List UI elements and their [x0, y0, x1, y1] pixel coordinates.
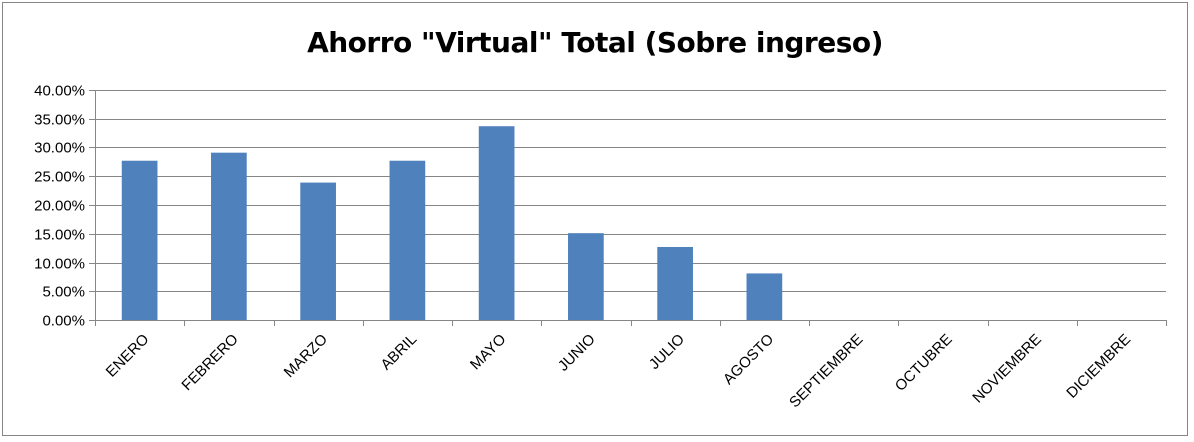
- y-tick-label: 0.00%: [42, 313, 85, 330]
- y-tick-label: 35.00%: [34, 112, 85, 129]
- x-tick-label: NOVIEMBRE: [969, 331, 1045, 407]
- x-tick-label: MAYO: [467, 331, 509, 373]
- bar-febrero: [211, 152, 247, 320]
- bar-junio: [568, 233, 604, 320]
- bar-julio: [657, 246, 693, 320]
- x-tick-label: MARZO: [281, 331, 331, 381]
- y-tick-label: 5.00%: [42, 284, 85, 301]
- x-tick-label: ABRIL: [378, 331, 421, 374]
- y-tick-label: 20.00%: [34, 198, 85, 215]
- x-tick-label: SEPTIEMBRE: [786, 331, 866, 411]
- x-tick-label: DICIEMBRE: [1063, 331, 1134, 402]
- bar-agosto: [746, 273, 783, 320]
- chart-frame: [2, 2, 1188, 436]
- x-tick-label: AGOSTO: [720, 331, 777, 388]
- bar-abril: [389, 160, 426, 320]
- y-tick-label: 25.00%: [34, 169, 85, 186]
- x-tick-label: JUNIO: [555, 331, 599, 375]
- y-tick-label: 10.00%: [34, 256, 85, 273]
- chart-title: Ahorro "Virtual" Total (Sobre ingreso): [307, 26, 883, 59]
- bar-marzo: [300, 182, 336, 320]
- x-tick-label: ENERO: [103, 331, 153, 381]
- x-tick-label: JULIO: [646, 331, 688, 373]
- bar-mayo: [478, 126, 515, 320]
- bar-enero: [121, 160, 158, 320]
- x-tick-label: FEBRERO: [178, 331, 241, 394]
- y-tick-label: 30.00%: [34, 140, 85, 157]
- x-tick-label: OCTUBRE: [892, 331, 956, 395]
- y-tick-label: 15.00%: [34, 227, 85, 244]
- y-tick-label: 40.00%: [34, 83, 85, 100]
